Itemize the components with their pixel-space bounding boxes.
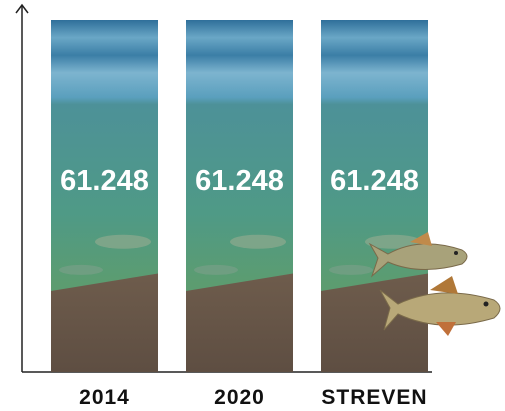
fish-shadow [95,235,151,249]
value-label: 61.248 [60,165,149,197]
value-label: 61.248 [330,165,419,197]
fish-shadow [59,265,103,275]
fish-shadow [329,265,373,275]
x-tick-label: STREVEN [321,386,427,409]
fish-shadow [230,235,286,249]
x-tick-label: 2020 [214,386,265,409]
x-tick-label: 2014 [79,386,130,409]
fish-shadow [194,265,238,275]
value-label: 61.248 [195,165,284,197]
chart: 61.248 2014 61.248 2020 61.248 STREVEN [0,0,505,411]
